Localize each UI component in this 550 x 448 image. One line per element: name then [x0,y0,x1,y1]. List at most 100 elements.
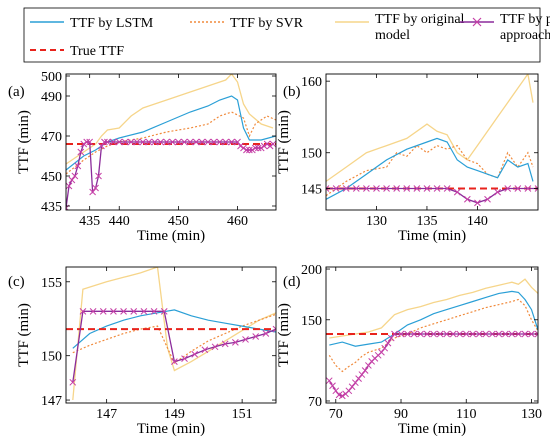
y-axis-label: TTF (min) [16,110,32,174]
series-proposed-point [355,375,362,382]
series-proposed-point [68,176,76,184]
series-proposed-point [191,350,199,358]
series-proposed-point [378,348,385,356]
x-axis-label: Time (min) [137,421,205,437]
series-proposed-point [181,355,188,363]
series-proposed-point [338,392,346,400]
series-proposed-point [456,330,464,338]
x-tick-label: 460 [227,214,248,229]
series-proposed-point [534,330,538,338]
series-proposed-point [430,330,437,338]
panel-label: (d) [283,274,301,290]
series-proposed-point [332,387,340,395]
series-lstm-line [326,137,534,200]
series-proposed-point [120,307,127,315]
series-proposed-point [263,140,271,148]
series-proposed-point [246,146,253,154]
legend-label-proposed-line2: approach [500,28,550,43]
series-proposed-point [449,330,457,338]
plot-frame [65,73,277,211]
series-proposed-point [453,188,461,196]
legend-label-svr: TTF by SVR [230,16,304,31]
series-proposed-point [74,162,82,170]
series-proposed-point [77,148,85,156]
series-proposed-point [462,330,470,338]
y-tick-label: 160 [301,75,322,90]
series-proposed-point [326,377,333,385]
series-proposed-point [383,185,390,192]
legend-box [23,7,541,63]
series-proposed-point [495,330,503,338]
y-tick-label: 450 [41,170,62,185]
series-proposed-line [326,187,538,204]
series-proposed-point [198,138,206,146]
series-proposed-point [257,144,265,152]
series-lstm-line [329,290,538,347]
series-proposed-point [201,346,209,354]
series-proposed-point [89,188,96,196]
legend-label-original-line1: TTF by original [375,12,465,27]
y-tick-label: 150 [41,350,62,365]
series-original-line [66,74,274,165]
series-proposed-point [98,142,105,150]
series-proposed-point [83,138,91,146]
series-proposed-point [397,330,405,338]
series-proposed-point [252,333,260,340]
series-proposed-point [66,182,73,190]
x-tick-label: 440 [109,214,130,229]
series-proposed-point [387,334,395,342]
series-proposed-point [186,138,194,146]
x-tick-label: 140 [467,214,488,229]
series-proposed-point [242,336,249,343]
series-proposed-point [175,138,182,146]
series-proposed-point [363,185,370,192]
series-proposed-point [221,340,229,348]
y-axis-label: TTF (min) [276,303,292,367]
series-original-line [329,278,538,339]
series-proposed-point [133,138,141,146]
panel-label: (b) [283,84,301,100]
series-proposed-point [101,138,108,146]
series-proposed-point [391,330,398,338]
y-tick-label: 150 [301,147,322,162]
series-proposed-point [384,339,392,347]
panel-label: (a) [8,84,25,100]
plot-frame [65,266,277,404]
y-tick-label: 70 [308,395,322,410]
series-proposed-point [121,138,129,146]
panels: 435 440 450 460 435 450 470 490 500 Time (min) TTF… [8,70,542,437]
series-proposed-point [79,307,87,315]
series-proposed-point [192,138,200,146]
series-proposed-point [515,330,522,338]
series-proposed-point [262,330,270,337]
series-proposed-point [151,138,159,146]
panel-2: 130 135 140 145 150 160 Time (min) TTF (min) (b) [276,73,539,244]
x-tick-label: 147 [96,407,117,422]
legend-swatch-proposed-marker [472,17,482,27]
series-svr-line [66,111,276,175]
series-proposed-point [433,185,441,192]
series-proposed-point [345,387,353,395]
legend-label-lstm: TTF by LSTM [70,16,154,31]
series-proposed-point [171,358,178,365]
x-tick-label: 149 [164,407,185,422]
y-tick-label: 500 [41,70,62,85]
panel-4: 70 90 110 130 70 150 200 Time (min) TTF (min) (d) [276,263,542,437]
series-proposed-point [342,185,350,192]
x-tick-label: 90 [394,407,408,422]
series-proposed-point [243,146,250,154]
x-tick-label: 130 [521,407,542,422]
plot-area [326,74,538,210]
series-proposed-point [352,379,359,387]
series-proposed-point [528,330,535,338]
plot-series [66,74,276,210]
y-tick-label: 147 [41,394,62,409]
series-proposed-point [358,371,366,378]
series-proposed-point [222,138,230,146]
series-proposed-point [393,185,401,192]
series-proposed-point [204,138,212,146]
series-proposed-point [469,330,477,338]
series-proposed-point [240,144,247,152]
series-proposed-point [228,138,235,146]
series-proposed-point [210,138,218,146]
